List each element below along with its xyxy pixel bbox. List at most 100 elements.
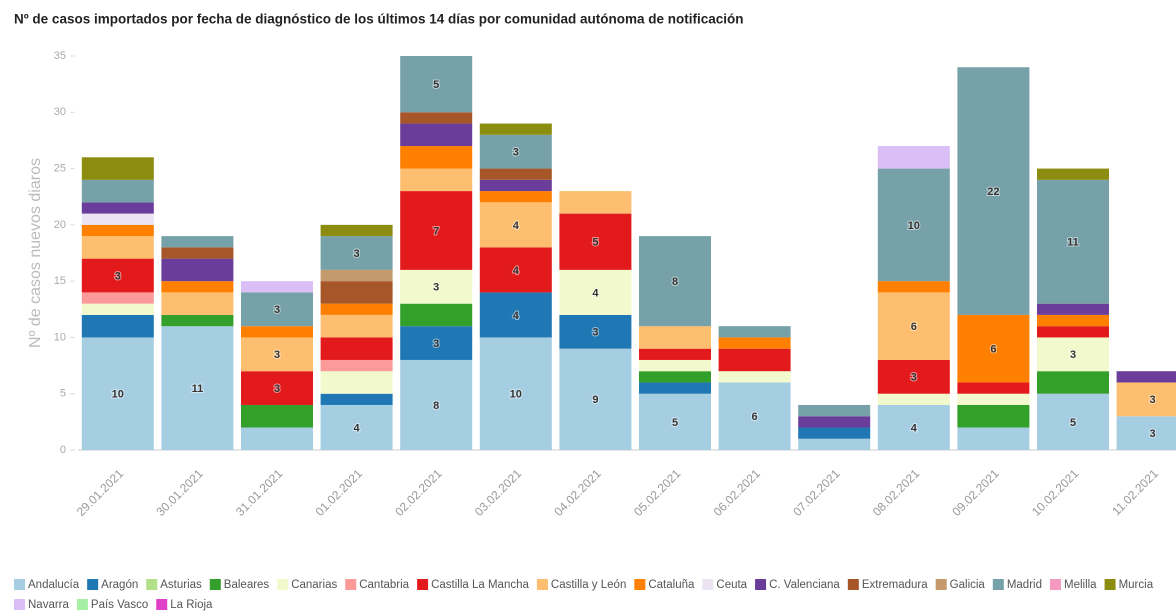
bar-segment: [639, 359, 711, 372]
x-tick-label: 31.01.2021: [233, 466, 286, 519]
bar-segment: [400, 269, 473, 304]
bar-segment: [877, 292, 950, 360]
bar-segment: [320, 236, 393, 270]
legend-swatch: [14, 579, 25, 590]
data-label: 4: [911, 422, 918, 434]
x-tick-label: 10.02.2021: [1029, 466, 1082, 519]
bar-segment: [81, 179, 154, 203]
legend-label: Murcia: [1119, 579, 1154, 591]
data-label: 9: [592, 394, 598, 406]
bar-segment: [400, 303, 473, 327]
legend-label: Cantabria: [359, 579, 409, 591]
bar-segment: [400, 191, 473, 270]
legend-swatch: [702, 579, 714, 590]
legend-swatch: [209, 579, 221, 590]
bar-segment: [241, 337, 313, 372]
x-tick-label: 07.02.2021: [790, 466, 843, 519]
bar-segment: [957, 393, 1030, 405]
legend-label: C. Valenciana: [769, 579, 840, 591]
legend-label: Madrid: [1007, 579, 1042, 591]
legend-label: Andalucía: [28, 579, 80, 591]
bar-segment: [718, 337, 791, 349]
legend-swatch: [1049, 579, 1061, 590]
bar-segment: [1037, 337, 1109, 372]
bar-segment: [81, 213, 154, 225]
x-tick-label: 01.02.2021: [313, 466, 366, 519]
y-tick-label: 35: [54, 50, 66, 62]
bar-segment: [877, 168, 950, 282]
legend-swatch: [634, 579, 646, 590]
x-tick-label: 03.02.2021: [472, 466, 525, 519]
legend-swatch: [536, 579, 548, 590]
bar-segment: [479, 337, 552, 450]
data-label: 8: [672, 276, 678, 288]
bar-segment: [241, 427, 313, 450]
y-tick-label: 30: [54, 106, 66, 118]
bar-segment: [320, 393, 393, 405]
bar-segment: [1037, 168, 1109, 180]
bar-segment: [241, 371, 313, 405]
bar-segment: [559, 269, 632, 315]
bar-segment: [877, 404, 950, 450]
bar-segment: [320, 359, 393, 372]
bar-segment: [639, 326, 711, 349]
bar-segment: [1037, 179, 1109, 304]
bar-segment: [81, 236, 154, 259]
data-label: 4: [592, 287, 599, 299]
y-tick-label: 20: [54, 219, 66, 231]
bar-segment: [798, 404, 871, 417]
x-tick-label: 11.02.2021: [1109, 466, 1161, 518]
data-label: 4: [354, 422, 361, 434]
bar-segment: [479, 168, 552, 180]
bar-segment: [161, 281, 234, 293]
bar-segment: [559, 314, 632, 349]
x-tick-label: 08.02.2021: [870, 466, 923, 519]
x-tick-label: 05.02.2021: [631, 466, 684, 519]
legend-label: Asturias: [160, 579, 202, 591]
legend-label: Cataluña: [648, 579, 695, 591]
bar-segment: [320, 371, 393, 394]
y-axis-title: Nº de casos nuevos diaros: [27, 158, 44, 348]
legend-swatch: [992, 579, 1004, 590]
data-label: 10: [112, 389, 124, 401]
bar-segment: [161, 247, 234, 259]
legend-swatch: [146, 579, 158, 590]
bar-segment: [400, 56, 473, 113]
x-tick-label: 04.02.2021: [551, 466, 604, 519]
bar-segment: [320, 269, 393, 282]
y-tick-label: 10: [54, 331, 66, 343]
y-tick-label: 15: [54, 275, 66, 287]
bar-segment: [161, 236, 234, 248]
bar-segment: [957, 427, 1030, 450]
data-label: 3: [1150, 394, 1156, 406]
bar-segment: [161, 258, 234, 282]
bar-segment: [400, 168, 473, 192]
data-label: 3: [911, 372, 917, 384]
bar-segment: [241, 292, 313, 327]
bar-segment: [479, 191, 552, 203]
bar-segment: [877, 146, 950, 169]
bar-segment: [798, 427, 871, 439]
legend-label: Baleares: [224, 579, 270, 591]
bar-segment: [957, 67, 1030, 315]
legend-swatch: [345, 579, 357, 590]
bar-segment: [559, 213, 632, 270]
legend-label: Extremadura: [862, 579, 928, 591]
data-label: 4: [513, 220, 520, 232]
bar-segment: [320, 281, 393, 304]
bar-segment: [798, 416, 871, 428]
data-label: 4: [513, 265, 520, 277]
data-label: 8: [433, 400, 439, 412]
y-tick-label: 0: [60, 444, 66, 456]
bar-segment: [241, 404, 313, 428]
bar-segment: [81, 202, 154, 214]
bar-segment: [81, 303, 154, 315]
legend-label: Melilla: [1064, 579, 1097, 591]
bar-segment: [81, 157, 154, 180]
data-label: 6: [911, 321, 917, 333]
legend-swatch: [87, 579, 99, 590]
bar-segment: [241, 281, 313, 293]
data-label: 22: [987, 186, 999, 198]
bar-segment: [559, 348, 632, 450]
bar-segment: [559, 191, 632, 214]
